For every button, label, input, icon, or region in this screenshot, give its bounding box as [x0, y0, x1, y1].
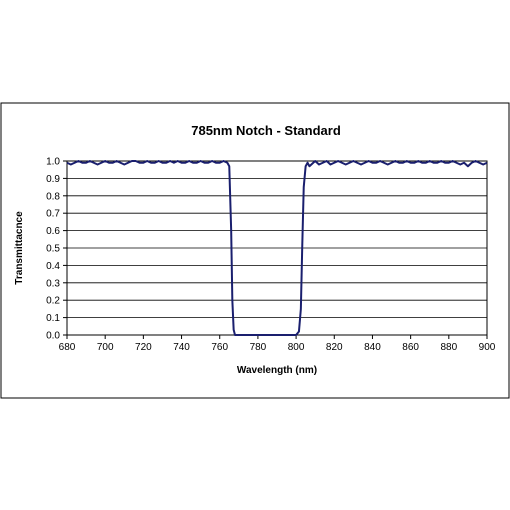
- series-layer: [66, 160, 488, 336]
- x-tick-label: 780: [250, 342, 267, 353]
- x-tick-label: 740: [173, 342, 190, 353]
- y-tick-label: 0.1: [46, 313, 60, 324]
- y-tick-label: 0.8: [46, 191, 60, 202]
- chart-title: 785nm Notch - Standard: [191, 123, 341, 138]
- x-tick-label: 720: [135, 342, 152, 353]
- y-tick-label: 0.5: [46, 244, 60, 255]
- x-tick-label: 800: [288, 342, 305, 353]
- y-tick-label: 0.0: [46, 331, 60, 342]
- y-tick-label: 0.6: [46, 226, 60, 237]
- y-axis-label: Transmittacnce: [14, 211, 25, 285]
- y-tick-label: 0.4: [46, 261, 60, 272]
- x-tick-label: 880: [440, 342, 457, 353]
- x-tick-label: 900: [479, 342, 496, 353]
- y-tick-label: 0.2: [46, 296, 60, 307]
- x-tick-label: 820: [326, 342, 343, 353]
- x-tick-label: 680: [59, 342, 76, 353]
- y-tick-labels: 0.0 0.1 0.2 0.3 0.4 0.5 0.6 0.7 0.8 0.9 1.0: [46, 157, 60, 342]
- x-tick-label: 700: [97, 342, 114, 353]
- transmittance-series-line: [66, 160, 488, 336]
- y-tick-label: 0.3: [46, 278, 60, 289]
- x-axis-label: Wavelength (nm): [237, 365, 317, 376]
- x-tick-label: 840: [364, 342, 381, 353]
- x-tick-labels: 680 700 720 740 760 780 800 820 840 860 880 900: [59, 335, 496, 353]
- x-tick-label: 860: [402, 342, 419, 353]
- y-tick-label: 0.9: [46, 174, 60, 185]
- y-tick-label: 0.7: [46, 209, 60, 220]
- chart-outer-border: [0, 102, 510, 399]
- x-tick-label: 760: [211, 342, 228, 353]
- y-tick-label: 1.0: [46, 157, 60, 168]
